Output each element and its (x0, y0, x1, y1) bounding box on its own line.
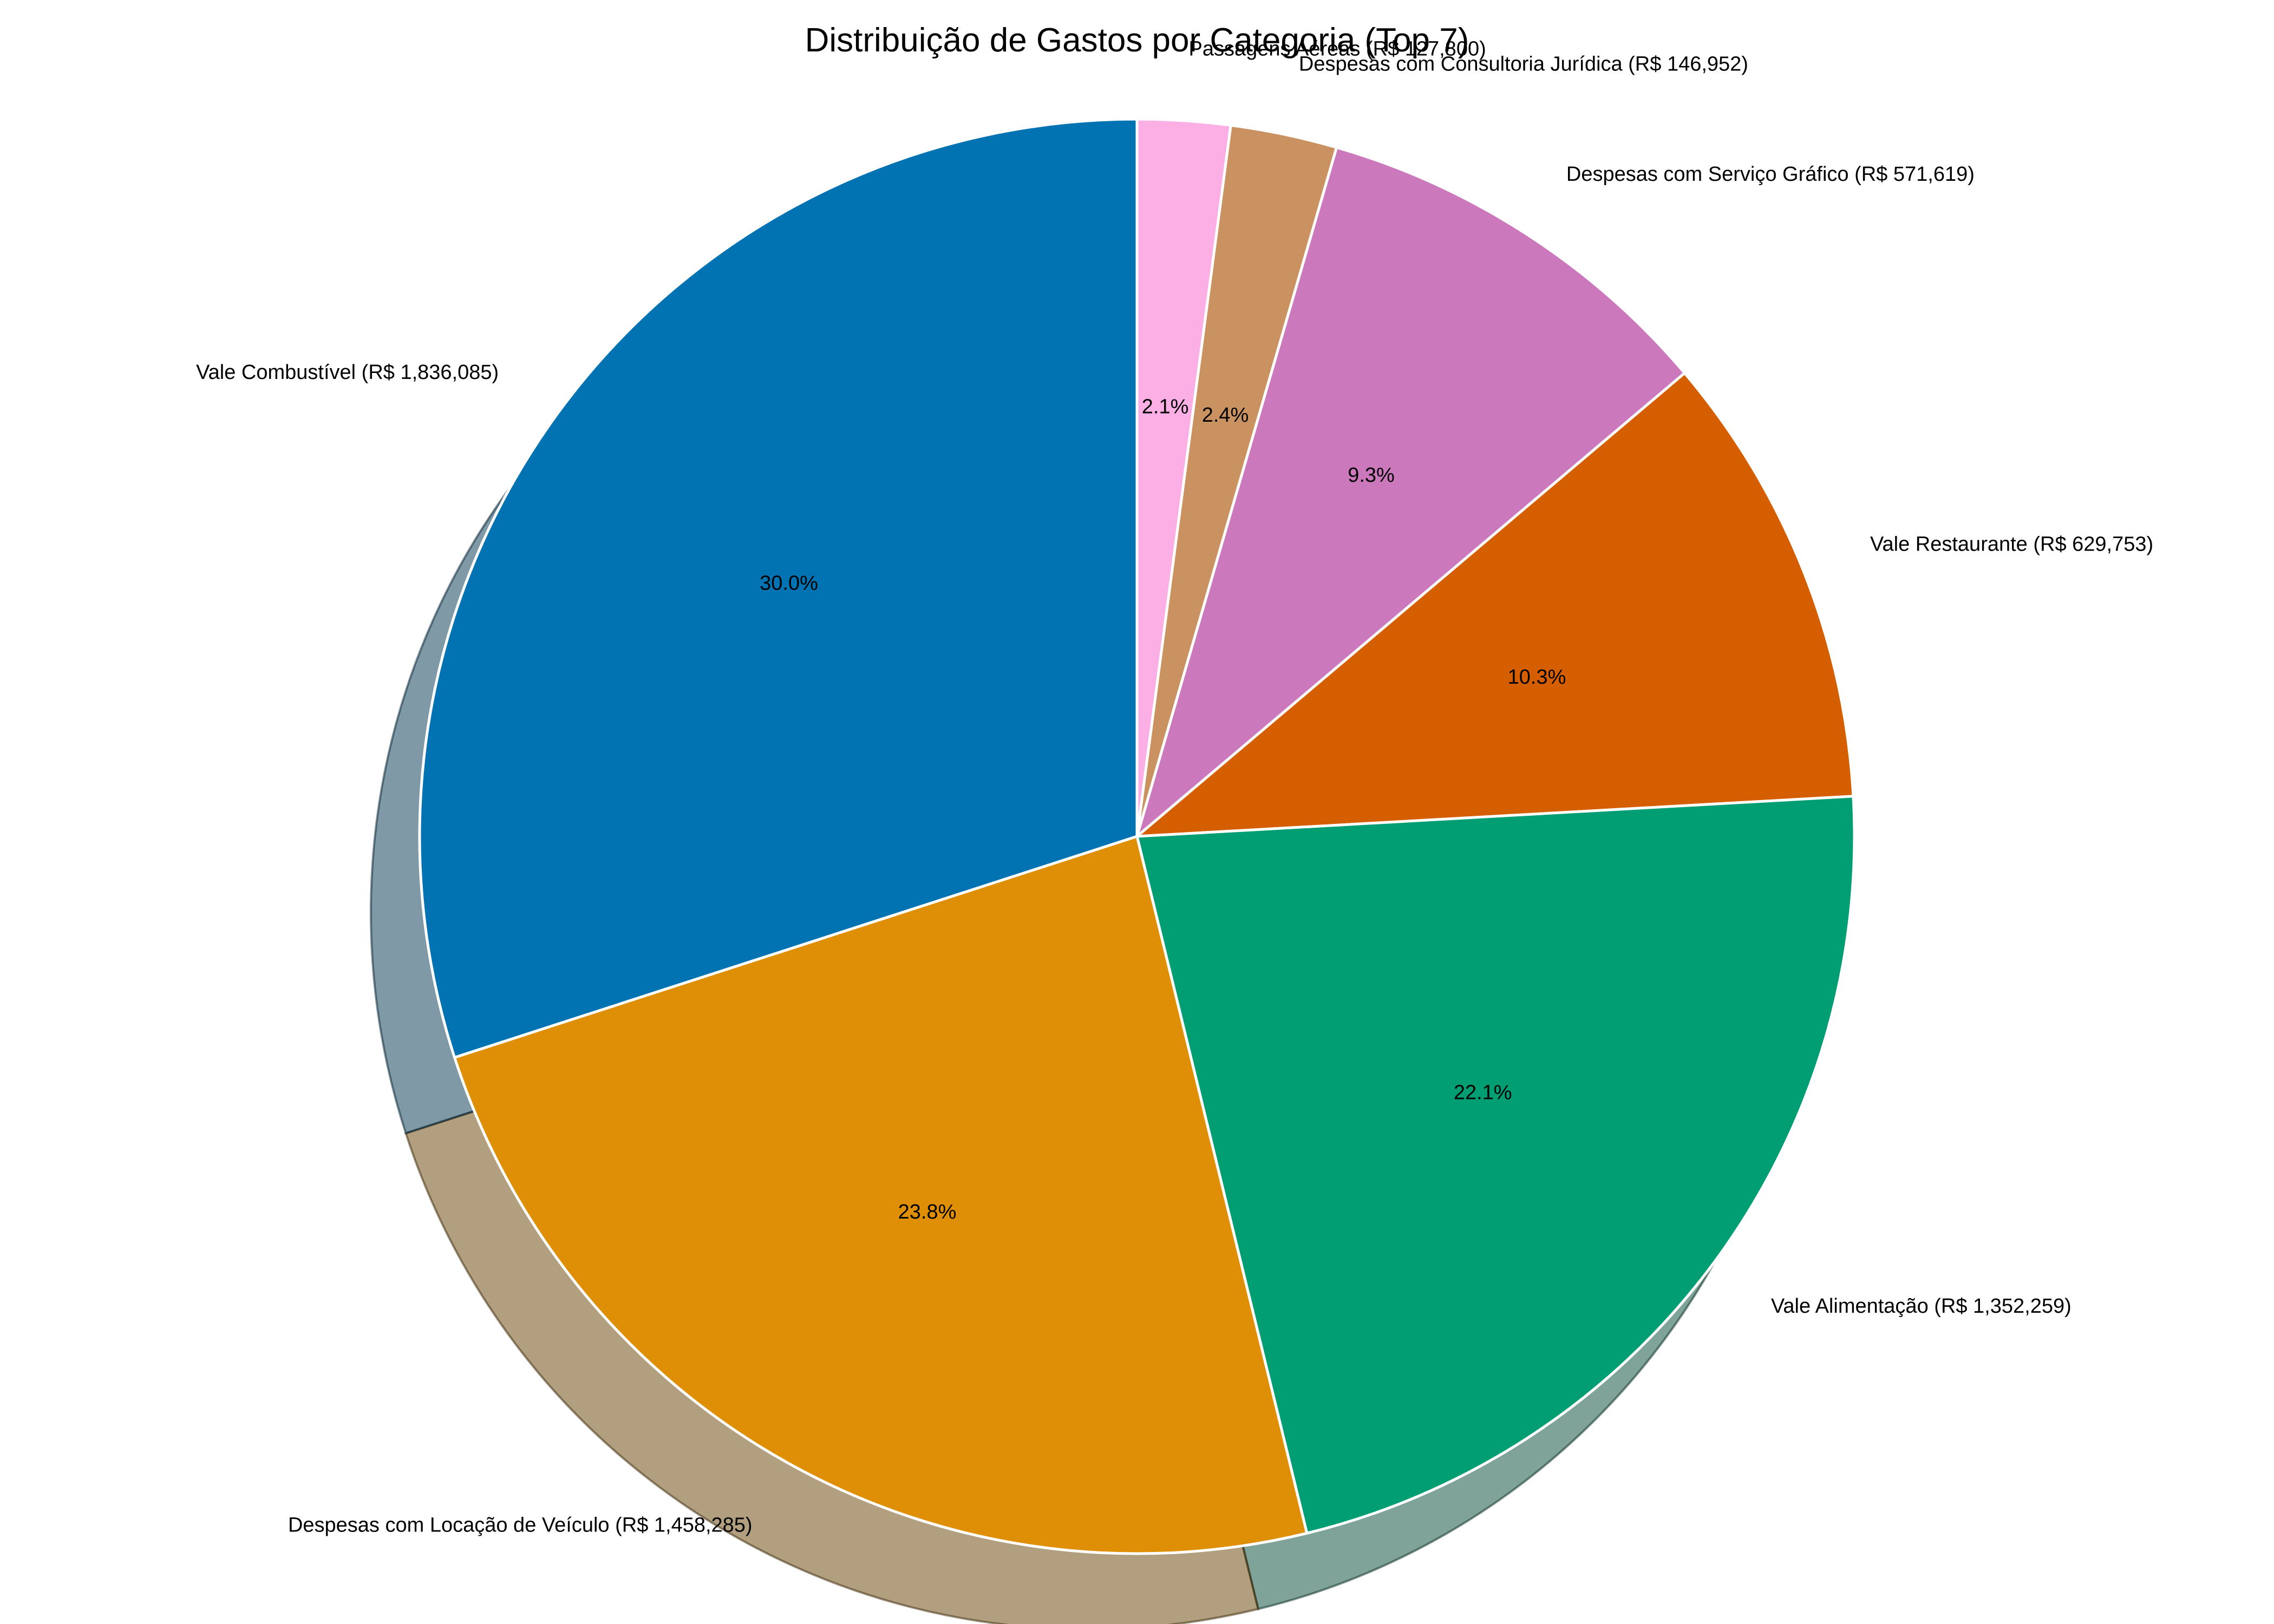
chart-title: Distribuição de Gastos por Categoria (To… (805, 22, 1469, 59)
category-label: Vale Combustível (R$ 1,836,085) (196, 361, 499, 384)
category-label: Passagens Aéreas (R$ 127,800) (1189, 38, 1486, 61)
category-label: Despesas com Locação de Veículo (R$ 1,45… (288, 1514, 753, 1537)
pie-slice (1135, 146, 1686, 838)
percent-label: 2.1% (1142, 396, 1189, 418)
category-labels: Passagens Aéreas (R$ 127,800)Despesas co… (196, 38, 2153, 1537)
pie-slice (418, 117, 1139, 1059)
category-label: Vale Restaurante (R$ 629,753) (1870, 533, 2153, 556)
percent-label: 23.8% (898, 1201, 957, 1223)
percent-label: 9.3% (1348, 464, 1395, 487)
category-label: Vale Alimentação (R$ 1,352,259) (1771, 1295, 2072, 1318)
category-label: Despesas com Consultoria Jurídica (R$ 14… (1299, 53, 1748, 76)
category-label: Despesas com Serviço Gráfico (R$ 571,619… (1566, 163, 1975, 186)
pie-slices (418, 117, 1856, 1555)
percent-label: 22.1% (1454, 1081, 1512, 1104)
pie-slice (453, 835, 1309, 1555)
pie-slice (1135, 371, 1855, 838)
percent-label: 2.4% (1202, 404, 1249, 427)
percent-label: 30.0% (760, 572, 818, 595)
percent-labels: 2.1% 2.4% 9.3% 10.3% 22.1% 23.8% 30.0% (760, 396, 1566, 1223)
percent-label: 10.3% (1508, 666, 1566, 689)
pie-slice (1135, 795, 1856, 1535)
